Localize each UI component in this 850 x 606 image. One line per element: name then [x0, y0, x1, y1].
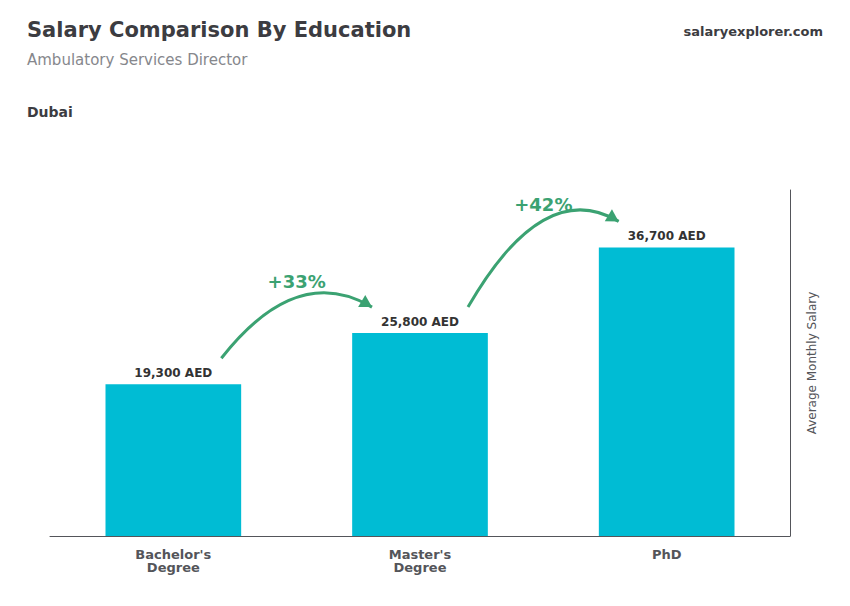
svg-text:Master's: Master's	[388, 547, 452, 562]
svg-text:+42%: +42%	[514, 194, 572, 215]
svg-text:+33%: +33%	[268, 271, 326, 292]
svg-text:Degree: Degree	[147, 560, 200, 575]
svg-text:Degree: Degree	[394, 560, 447, 575]
svg-text:Dubai: Dubai	[27, 104, 73, 120]
svg-text:Salary Comparison By Education: Salary Comparison By Education	[27, 18, 411, 42]
svg-text:Bachelor's: Bachelor's	[135, 547, 212, 562]
svg-text:25,800 AED: 25,800 AED	[381, 315, 459, 329]
svg-text:Average Monthly Salary: Average Monthly Salary	[805, 292, 819, 435]
svg-text:Ambulatory Services Director: Ambulatory Services Director	[27, 51, 248, 69]
svg-text:PhD: PhD	[652, 547, 682, 562]
svg-text:36,700 AED: 36,700 AED	[628, 229, 706, 243]
svg-text:salaryexplorer.com: salaryexplorer.com	[684, 24, 823, 39]
svg-text:19,300 AED: 19,300 AED	[134, 366, 212, 380]
